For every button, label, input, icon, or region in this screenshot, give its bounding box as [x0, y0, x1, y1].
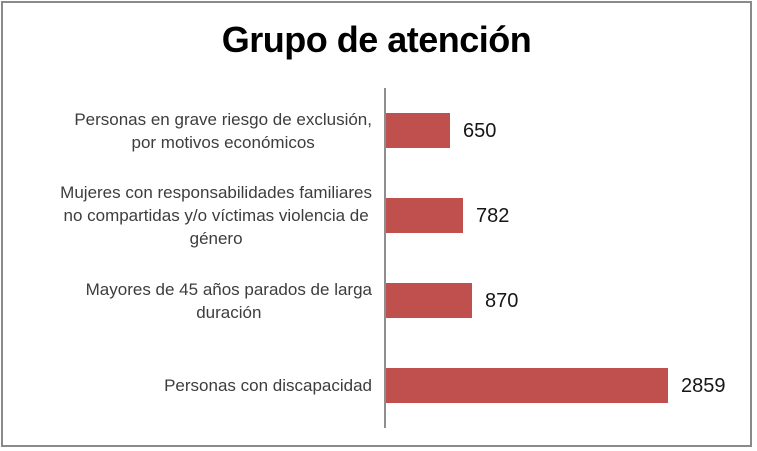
bar [386, 368, 668, 403]
chart-title: Grupo de atención [221, 19, 532, 60]
value-label: 2859 [681, 374, 726, 397]
bar [386, 198, 463, 233]
bar-area: 650 [386, 113, 496, 148]
bar-area: 870 [386, 283, 518, 318]
category-label: Mujeres con responsabilidades familiares… [3, 181, 386, 250]
bar-row: Personas en grave riesgo de exclusión, p… [3, 88, 750, 173]
bar-area: 2859 [386, 368, 726, 403]
bar [386, 113, 450, 148]
value-label: 782 [476, 204, 510, 227]
category-label-text: Mayores de 45 años parados de larga dura… [85, 279, 372, 322]
bar-row: Mujeres con responsabilidades familiares… [3, 173, 750, 258]
value-label: 870 [485, 289, 519, 312]
plot-area: Personas en grave riesgo de exclusión, p… [3, 3, 750, 445]
bar-area: 782 [386, 198, 509, 233]
category-label: Personas en grave riesgo de exclusión, p… [3, 108, 386, 154]
category-label-text: Personas en grave riesgo de exclusión, p… [74, 109, 372, 152]
category-label: Personas con discapacidad [3, 374, 386, 397]
bar [386, 283, 472, 318]
category-axis-line [384, 88, 386, 428]
category-label-text: Mujeres con responsabilidades familiares… [60, 183, 372, 248]
category-label: Mayores de 45 años parados de larga dura… [3, 278, 386, 324]
category-label-text: Personas con discapacidad [164, 376, 372, 395]
value-label: 650 [463, 119, 497, 142]
bar-row: Mayores de 45 años parados de larga dura… [3, 258, 750, 343]
bar-row: Personas con discapacidad 2859 [3, 343, 750, 428]
